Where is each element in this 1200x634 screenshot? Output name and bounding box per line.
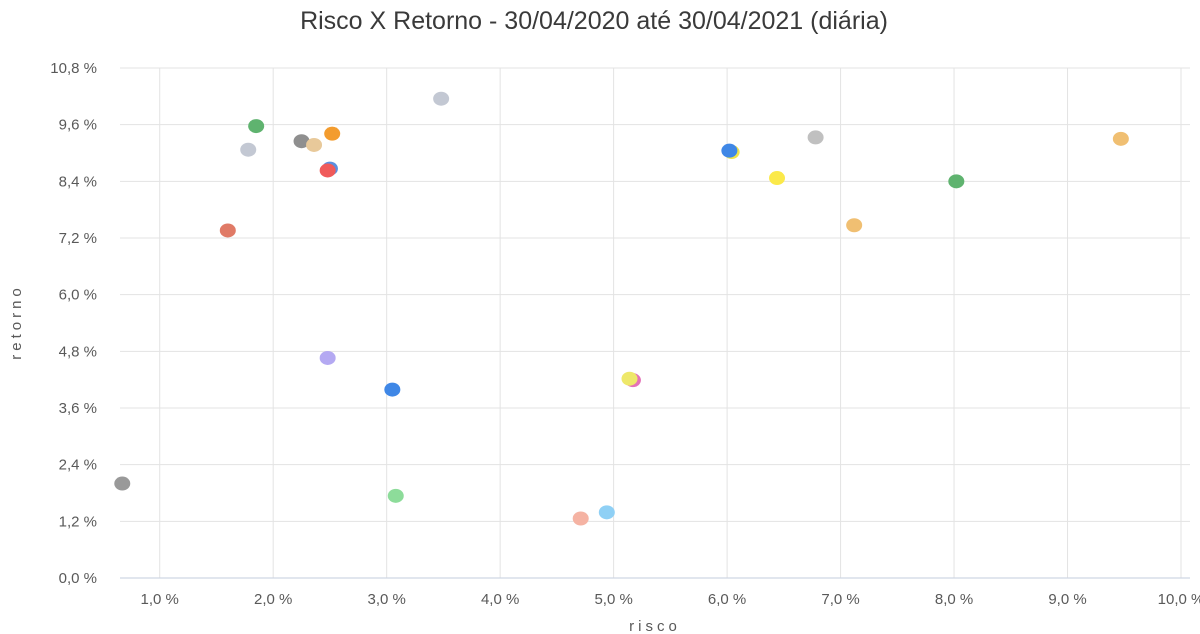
data-points	[114, 91, 1129, 526]
y-tick-label: 10,8 %	[50, 60, 97, 77]
y-tick-label: 9,6 %	[59, 117, 97, 134]
chart-title: Risco X Retorno - 30/04/2020 até 30/04/2…	[300, 7, 888, 35]
y-tick-label: 1,2 %	[59, 513, 97, 530]
x-tick-label: 6,0 %	[708, 591, 746, 608]
y-tick-labels: 0,0 % 1,2 % 2,4 % 3,6 % 4,8 % 6,0 % 7,2 % 8,4 %…	[50, 60, 97, 587]
x-axis-label: risco	[629, 618, 681, 634]
x-tick-label: 10,0 %	[1158, 591, 1200, 608]
data-point	[319, 163, 336, 178]
data-point	[387, 488, 404, 503]
data-point	[240, 142, 257, 157]
data-point	[114, 476, 131, 491]
y-axis-label: retorno	[8, 284, 25, 360]
y-tick-label: 0,0 %	[59, 570, 97, 587]
y-tick-label: 4,8 %	[59, 343, 97, 360]
x-tick-label: 4,0 %	[481, 591, 519, 608]
x-tick-label: 9,0 %	[1048, 591, 1086, 608]
data-point	[324, 126, 341, 141]
data-point	[598, 505, 615, 520]
data-point	[384, 382, 401, 397]
y-tick-label: 3,6 %	[59, 400, 97, 417]
x-tick-label: 3,0 %	[367, 591, 405, 608]
grid-lines	[120, 67, 1190, 578]
data-point	[769, 171, 786, 186]
x-tick-label: 8,0 %	[935, 591, 973, 608]
y-tick-label: 2,4 %	[59, 457, 97, 474]
data-point	[846, 218, 863, 233]
data-point	[621, 371, 638, 386]
data-point	[572, 511, 589, 526]
data-point	[248, 119, 265, 134]
data-point	[721, 143, 738, 158]
data-point	[1112, 131, 1129, 146]
data-point	[219, 223, 236, 238]
data-point	[807, 130, 824, 145]
y-tick-label: 7,2 %	[59, 230, 97, 247]
data-point	[293, 134, 310, 149]
x-tick-labels: 1,0 % 2,0 % 3,0 % 4,0 % 5,0 % 6,0 % 7,0 % 8,0 %…	[141, 591, 1200, 608]
data-point	[319, 350, 336, 365]
y-tick-label: 6,0 %	[59, 287, 97, 304]
data-point	[433, 91, 450, 106]
x-tick-label: 5,0 %	[594, 591, 632, 608]
x-tick-label: 2,0 %	[254, 591, 292, 608]
x-tick-label: 7,0 %	[821, 591, 859, 608]
x-tick-label: 1,0 %	[141, 591, 179, 608]
y-tick-label: 8,4 %	[59, 173, 97, 190]
data-point	[948, 174, 965, 189]
data-point	[306, 137, 323, 152]
